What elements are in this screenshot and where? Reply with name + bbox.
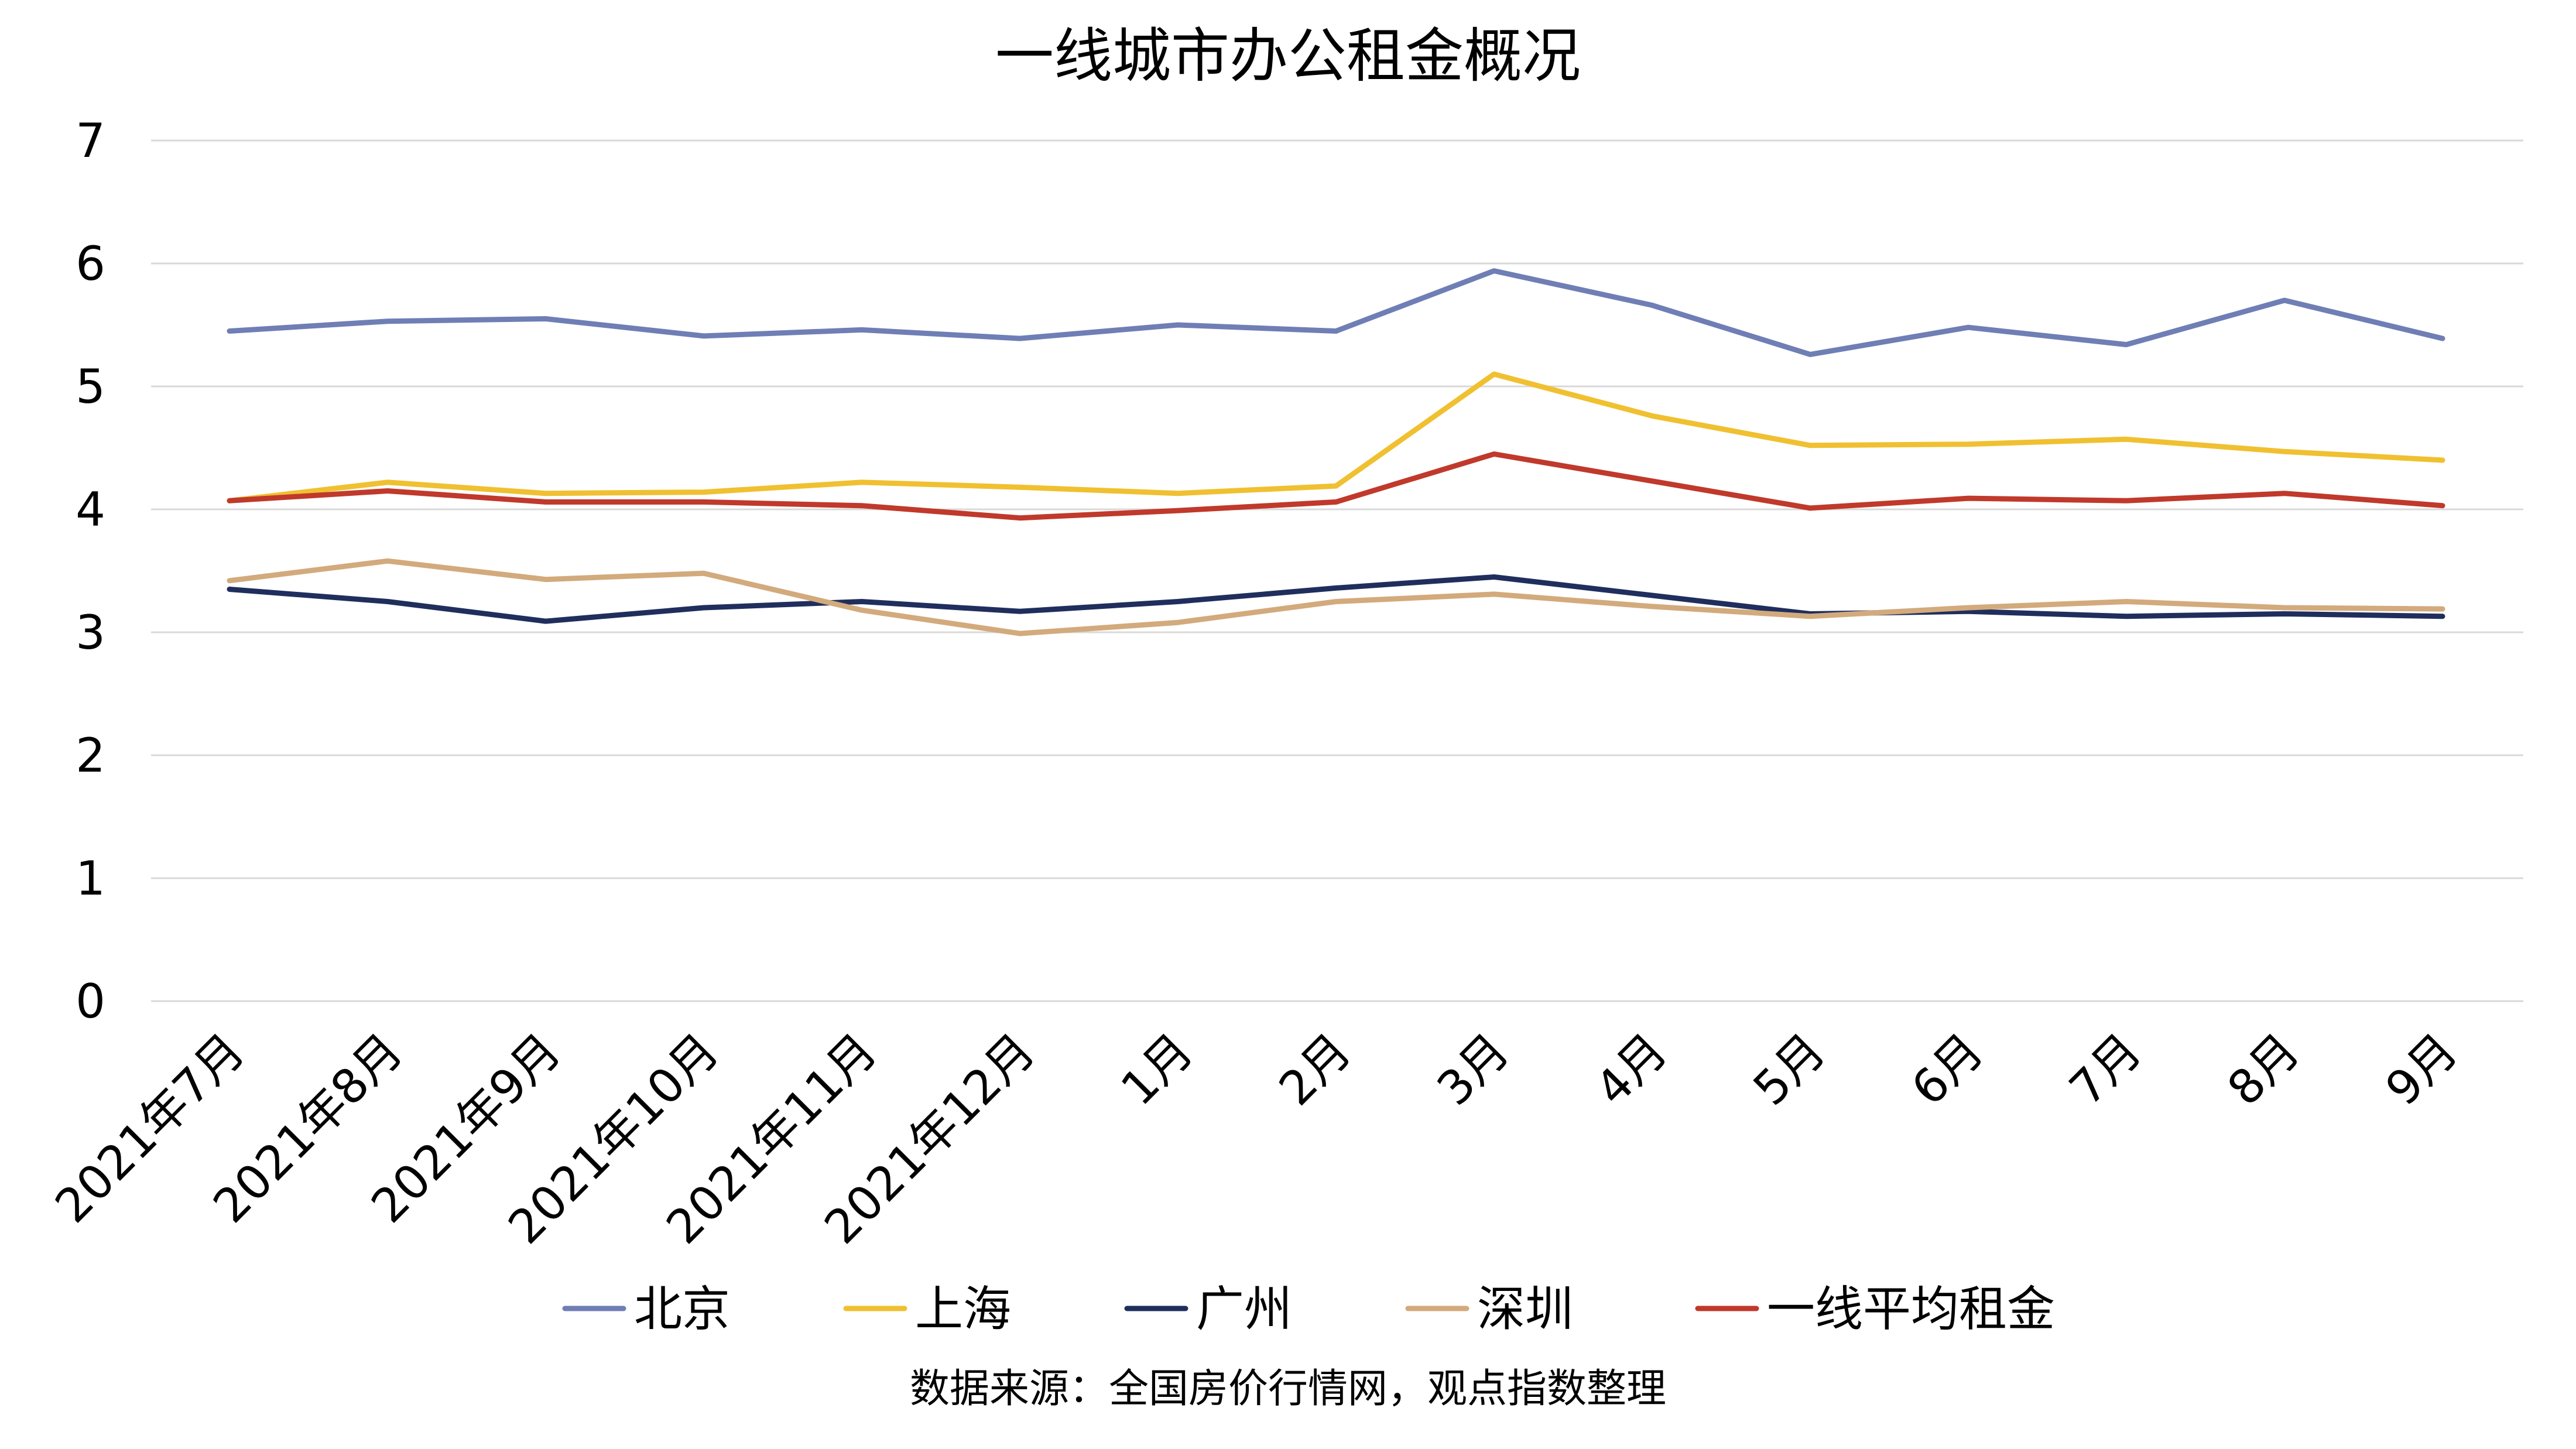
y-tick-label: 4 — [76, 482, 105, 537]
legend: 北京 上海 广州 深圳 一线平均租金 — [562, 1282, 2055, 1337]
series-line — [227, 268, 2445, 357]
x-tick-label: 9月 — [2375, 1023, 2468, 1116]
y-tick-label: 1 — [76, 851, 105, 906]
x-tick-label: 5月 — [1743, 1023, 1835, 1116]
y-tick-label: 5 — [76, 359, 105, 414]
y-axis-ticks: 0 1 2 3 4 5 6 7 — [76, 114, 105, 1029]
x-tick-label: 4月 — [1585, 1023, 1677, 1116]
legend-label: 上海 — [915, 1282, 1011, 1337]
series-line — [227, 574, 2445, 624]
y-tick-label: 6 — [76, 237, 105, 291]
y-tick-label: 7 — [76, 114, 105, 168]
chart-title: 一线城市办公租金概况 — [995, 22, 1581, 90]
x-tick-label: 3月 — [1427, 1023, 1519, 1116]
y-tick-label: 0 — [76, 974, 105, 1029]
x-tick-label: 7月 — [2059, 1023, 2152, 1116]
series-line — [227, 558, 2445, 636]
series-lines — [227, 268, 2445, 636]
series-line — [227, 451, 2445, 521]
grid-lines — [151, 139, 2523, 1002]
x-tick-label: 2月 — [1269, 1023, 1361, 1116]
legend-label: 一线平均租金 — [1767, 1282, 2055, 1337]
x-tick-label: 6月 — [1901, 1023, 1993, 1116]
y-tick-label: 3 — [76, 605, 105, 660]
y-tick-label: 2 — [76, 728, 105, 783]
legend-label: 深圳 — [1477, 1282, 1573, 1337]
x-tick-label: 1月 — [1111, 1023, 1203, 1116]
x-tick-label: 8月 — [2217, 1023, 2310, 1116]
x-axis-ticks: 2021年7月2021年8月2021年9月2021年10月2021年11月202… — [45, 1023, 2468, 1255]
legend-label: 北京 — [634, 1282, 730, 1337]
series-line — [227, 371, 2445, 503]
source-note: 数据来源：全国房价行情网，观点指数整理 — [910, 1366, 1666, 1412]
legend-label: 广州 — [1196, 1282, 1292, 1337]
